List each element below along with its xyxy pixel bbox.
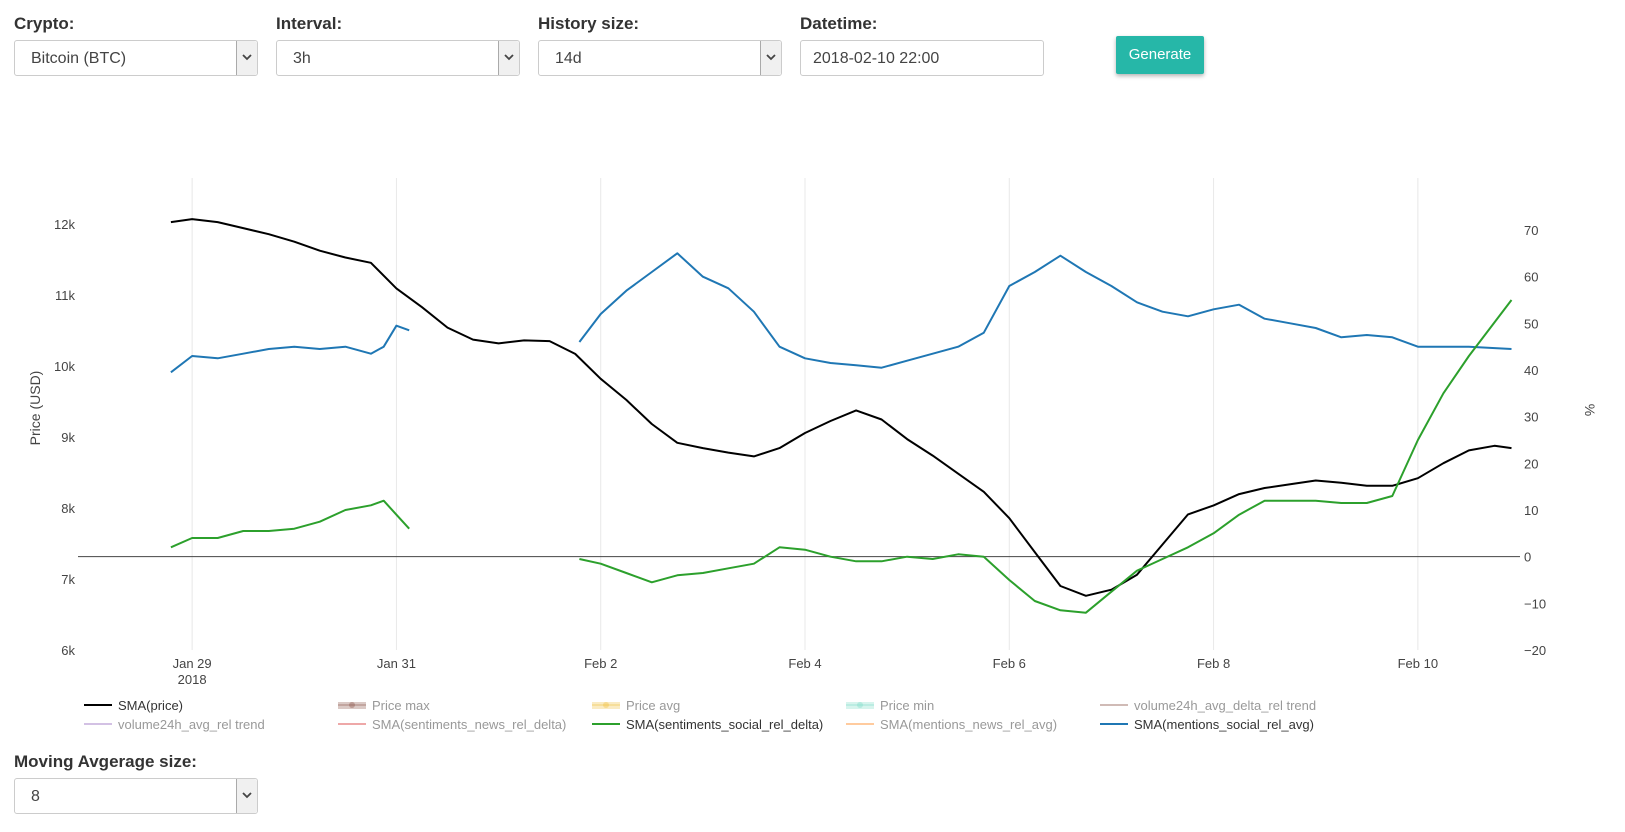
y2-tick-label: 70 <box>1524 223 1538 238</box>
generate-button[interactable]: Generate <box>1116 36 1204 74</box>
series-line-sma-mentions-social-rel-avg-seg0 <box>170 324 410 374</box>
y-axis-title: Price (USD) <box>27 371 43 446</box>
x-tick-label: Jan 31 <box>377 656 416 671</box>
interval-label: Interval: <box>276 14 343 33</box>
interval-control: Interval: 3h <box>276 14 520 76</box>
moving-average-select-value: 8 <box>31 788 40 805</box>
legend-label: Price max <box>372 698 430 713</box>
legend-swatch <box>338 702 366 709</box>
legend-label: volume24h_avg_rel trend <box>118 717 265 732</box>
legend-label: Price min <box>880 698 934 713</box>
legend-swatch <box>592 702 620 709</box>
history-label: History size: <box>538 14 640 33</box>
series-line-sma-price <box>170 218 1512 597</box>
x-tick-label: Feb 2 <box>584 656 617 671</box>
legend-swatch-marker <box>603 702 609 708</box>
moving-average-control: Moving Avgerage size: 8 <box>14 752 258 814</box>
x-tick-label: Feb 10 <box>1398 656 1438 671</box>
datetime-input[interactable]: 2018-02-10 22:00 <box>800 40 1044 76</box>
y2-axis-title: % <box>1582 404 1598 416</box>
y-tick-label: 7k <box>61 572 75 587</box>
datetime-control: Datetime: 2018-02-10 22:00 <box>800 14 1044 76</box>
history-select-value: 14d <box>555 50 582 67</box>
crypto-select-value: Bitcoin (BTC) <box>31 50 127 67</box>
y2-tick-label: 30 <box>1524 410 1538 425</box>
legend-label: volume24h_avg_delta_rel trend <box>1134 698 1316 713</box>
x-tick-label: Jan 29 <box>173 656 212 671</box>
chevron-down-icon[interactable] <box>760 41 781 75</box>
legend-label: SMA(price) <box>118 698 183 713</box>
x-tick-label: Feb 8 <box>1197 656 1230 671</box>
y2-tick-label: 40 <box>1524 363 1538 378</box>
legend-label: SMA(sentiments_social_rel_delta) <box>626 717 823 732</box>
y2-tick-label: 20 <box>1524 456 1538 471</box>
series-line-sma-sentiments-social-rel-delta-seg1 <box>579 299 1513 614</box>
history-select[interactable]: 14d <box>538 40 782 76</box>
y-tick-label: 11k <box>55 288 75 303</box>
legend-label: SMA(mentions_social_rel_avg) <box>1134 717 1314 732</box>
y-tick-label: 9k <box>61 430 75 445</box>
series-line-sma-sentiments-social-rel-delta-seg0 <box>170 499 410 549</box>
y2-tick-label: −10 <box>1524 596 1546 611</box>
y2-tick-label: −20 <box>1524 643 1546 658</box>
y2-tick-label: 10 <box>1524 503 1538 518</box>
series-line-sma-mentions-social-rel-avg-seg1 <box>578 252 1512 369</box>
x-tick-sublabel: 2018 <box>178 672 207 687</box>
crypto-label: Crypto: <box>14 14 75 33</box>
y-tick-label: 10k <box>54 359 75 374</box>
chevron-down-icon[interactable] <box>498 41 519 75</box>
legend-swatch <box>846 702 874 709</box>
y-tick-label: 6k <box>61 643 75 658</box>
chevron-down-icon[interactable] <box>236 779 257 813</box>
history-control: History size: 14d <box>538 14 782 76</box>
y2-tick-label: 60 <box>1524 270 1538 285</box>
legend-label: SMA(mentions_news_rel_avg) <box>880 717 1057 732</box>
legend-swatch-marker <box>349 702 355 708</box>
x-tick-label: Feb 4 <box>788 656 821 671</box>
legend-swatch-marker <box>857 702 863 708</box>
legend-label: SMA(sentiments_news_rel_delta) <box>372 717 566 732</box>
moving-average-label: Moving Avgerage size: <box>14 752 197 771</box>
crypto-select[interactable]: Bitcoin (BTC) <box>14 40 258 76</box>
legend-label: Price avg <box>626 698 680 713</box>
interval-select-value: 3h <box>293 50 311 67</box>
y2-tick-label: 0 <box>1524 550 1531 565</box>
x-tick-label: Feb 6 <box>993 656 1026 671</box>
interval-select[interactable]: 3h <box>276 40 520 76</box>
y2-tick-label: 50 <box>1524 316 1538 331</box>
crypto-control: Crypto: Bitcoin (BTC) <box>14 14 258 76</box>
datetime-label: Datetime: <box>800 14 878 33</box>
y-tick-label: 8k <box>61 501 75 516</box>
moving-average-select[interactable]: 8 <box>14 778 258 814</box>
y-tick-label: 12k <box>54 217 75 232</box>
chevron-down-icon[interactable] <box>236 41 257 75</box>
